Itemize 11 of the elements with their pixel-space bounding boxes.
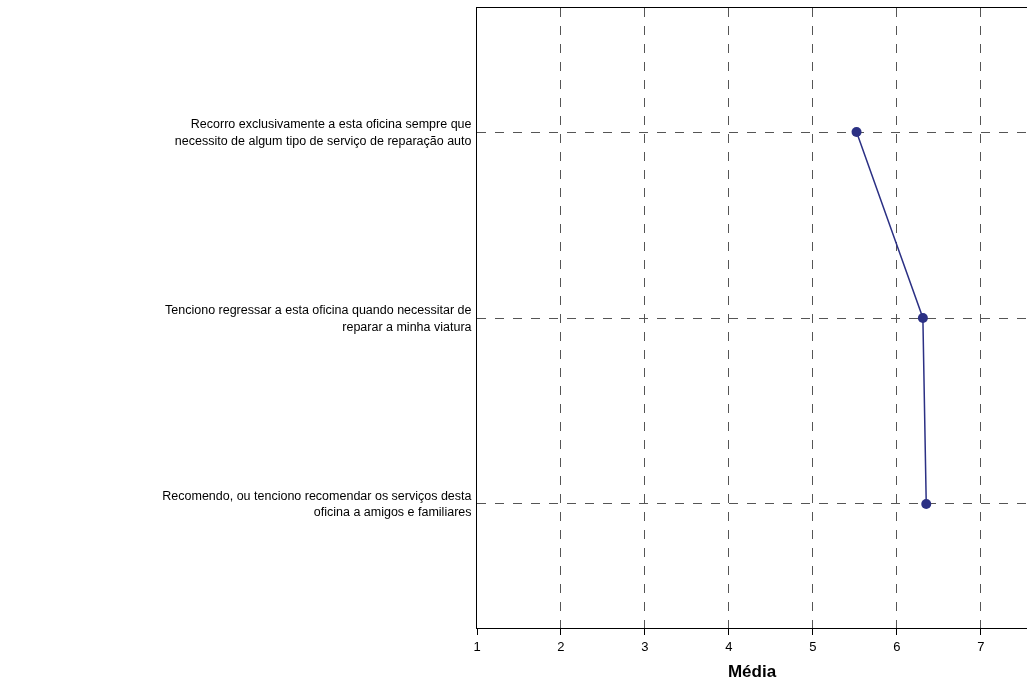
y-tick-label: Recomendo, ou tenciono recomendar os serviços desta oficina a amigos e familiares (162, 489, 472, 520)
x-axis-title: Média (727, 662, 777, 681)
x-tick-label: 5 (809, 638, 817, 654)
y-tick-label: Recorro exclusivamente a esta oficina sempre que necessito de algum tipo de serviço de reparação auto (174, 117, 472, 148)
x-tick-label: 4 (725, 638, 733, 654)
x-tick-label: 2 (557, 638, 565, 654)
x-tick-label: 1 (473, 638, 481, 654)
x-tick-label: 6 (893, 638, 901, 654)
x-tick-label: 7 (977, 638, 985, 654)
y-tick-label: Tenciono regressar a esta oficina quando necessitar de reparar a minha viatura (165, 303, 472, 334)
x-tick-label: 3 (641, 638, 649, 654)
